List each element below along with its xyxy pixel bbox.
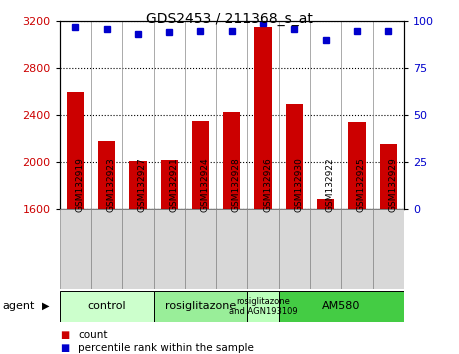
Bar (380, 144, 397, 209)
Text: GSM132924: GSM132924 (201, 158, 209, 212)
Bar (98, 141, 115, 209)
Text: GSM132926: GSM132926 (263, 157, 272, 212)
Text: GSM132921: GSM132921 (169, 157, 178, 212)
Bar (223, 112, 241, 209)
Text: GSM132919: GSM132919 (75, 157, 84, 212)
Text: GSM132929: GSM132929 (388, 157, 397, 212)
FancyBboxPatch shape (154, 291, 247, 321)
FancyBboxPatch shape (154, 209, 185, 289)
Text: GSM132927: GSM132927 (138, 157, 147, 212)
FancyBboxPatch shape (216, 209, 247, 289)
FancyBboxPatch shape (247, 209, 279, 289)
FancyBboxPatch shape (122, 209, 154, 289)
Text: GSM132923: GSM132923 (106, 157, 116, 212)
Bar (67, 92, 84, 209)
Text: GSM132930: GSM132930 (294, 157, 303, 212)
FancyBboxPatch shape (91, 209, 122, 289)
Text: percentile rank within the sample: percentile rank within the sample (78, 343, 254, 353)
Bar (129, 161, 146, 209)
Text: rosiglitazone
and AGN193109: rosiglitazone and AGN193109 (229, 297, 297, 316)
FancyBboxPatch shape (373, 209, 404, 289)
FancyBboxPatch shape (60, 291, 154, 321)
Bar (192, 121, 209, 209)
Bar (161, 160, 178, 209)
Text: AM580: AM580 (322, 301, 360, 311)
Text: GSM132928: GSM132928 (232, 157, 241, 212)
Text: ■: ■ (60, 343, 69, 353)
FancyBboxPatch shape (247, 291, 279, 321)
FancyBboxPatch shape (310, 209, 341, 289)
Bar (254, 27, 272, 209)
Text: GDS2453 / 211368_s_at: GDS2453 / 211368_s_at (146, 12, 313, 27)
Text: ▶: ▶ (42, 301, 50, 311)
FancyBboxPatch shape (341, 209, 373, 289)
Bar (348, 122, 365, 209)
Text: control: control (87, 301, 126, 311)
FancyBboxPatch shape (279, 209, 310, 289)
FancyBboxPatch shape (60, 209, 91, 289)
FancyBboxPatch shape (279, 291, 404, 321)
Bar (317, 200, 334, 209)
Text: count: count (78, 330, 107, 339)
Text: rosiglitazone: rosiglitazone (165, 301, 236, 311)
Text: agent: agent (2, 301, 35, 311)
Text: GSM132922: GSM132922 (326, 158, 335, 212)
Text: ■: ■ (60, 330, 69, 339)
Bar (286, 104, 303, 209)
FancyBboxPatch shape (185, 209, 216, 289)
Text: GSM132925: GSM132925 (357, 157, 366, 212)
